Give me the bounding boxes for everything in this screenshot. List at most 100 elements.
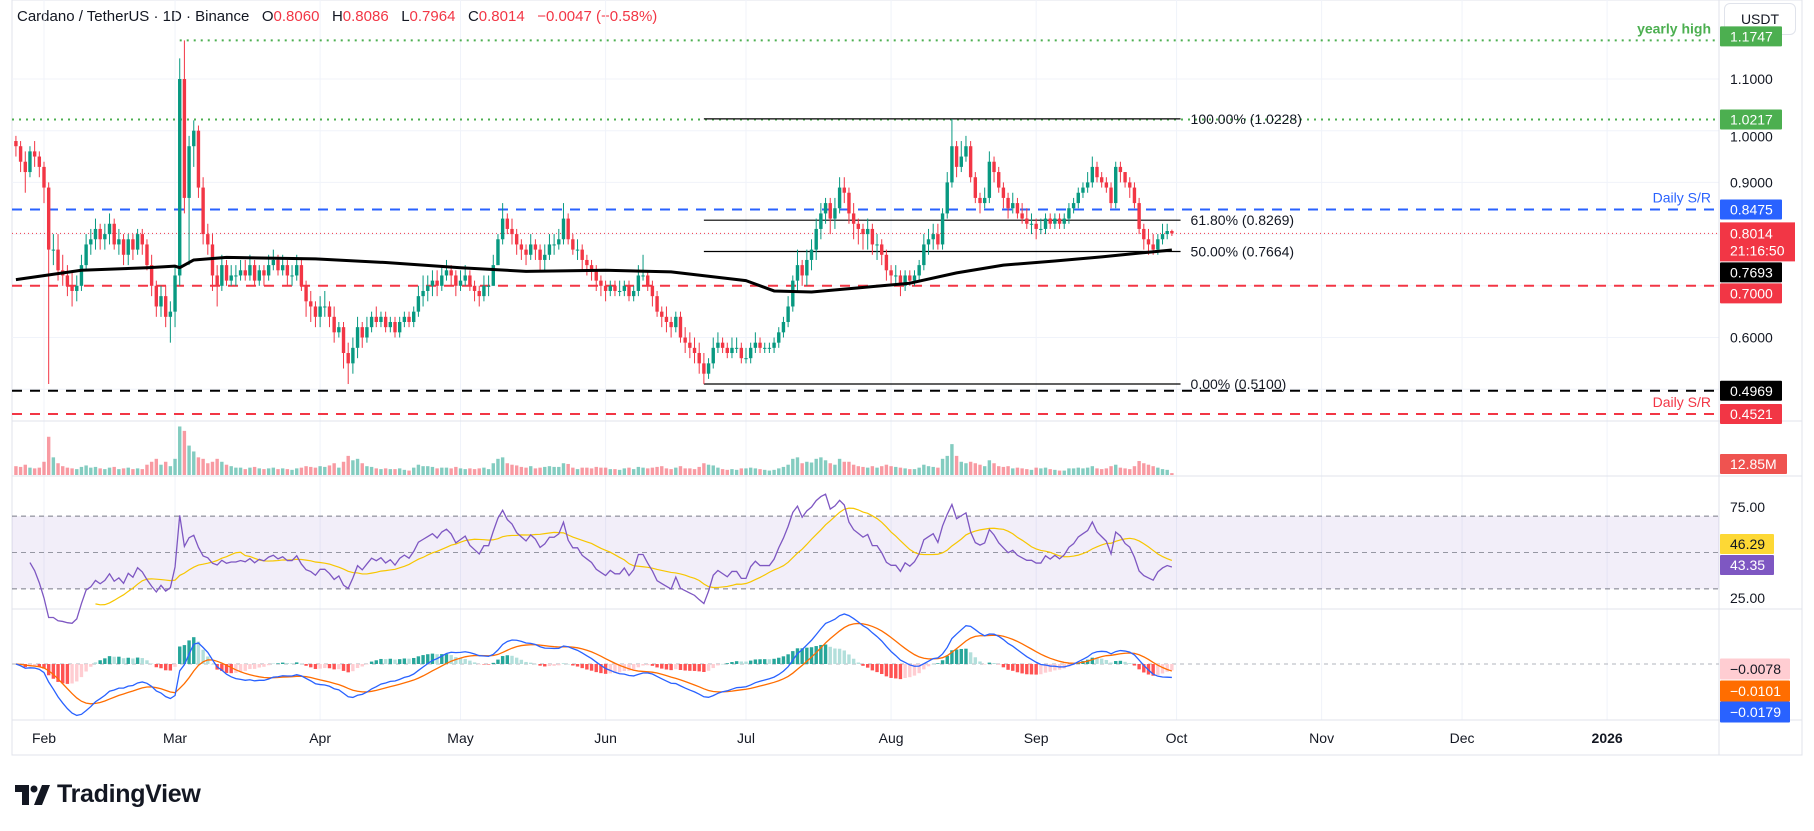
volume-bar [332,463,336,475]
candle [744,347,748,364]
candle-body [931,234,935,240]
chart-header: Cardano / TetherUS · 1D · Binance O0.806… [17,8,657,25]
candle-body [898,275,903,286]
candle-body [1114,166,1118,204]
macd-histogram-bar [968,652,973,664]
volume-bar [351,460,355,475]
macd-histogram-bar [51,664,56,679]
macd-histogram-bar [1006,664,1010,670]
volume-bar [220,461,224,475]
volume-bar [753,468,758,475]
candle-body [716,342,720,348]
volume-bar [463,469,467,475]
fib-level-label: 0.00% (0.5100) [1191,376,1287,392]
macd-histogram-bar [37,664,42,667]
candle-body [56,249,60,271]
volume-bar [617,469,622,475]
candle [1011,192,1015,214]
volume-bar [486,469,491,475]
volume-bar [145,464,149,475]
volume-bar [1085,467,1090,475]
candle [631,285,636,302]
candle-body [388,321,393,328]
candle-body [32,151,37,157]
candle-body [763,347,767,349]
candle [505,213,510,235]
volume-bar [599,467,603,475]
tradingview-logo[interactable]: TradingView [15,780,201,809]
macd-histogram-bar [1099,658,1104,664]
candle [257,265,261,286]
volume-bar [337,467,341,475]
volume-bar [149,461,154,475]
candle [482,275,486,302]
volume-bar [809,462,814,475]
volume-bar [1020,468,1024,475]
candle-body [627,285,631,297]
candle-body [173,275,177,312]
time-axis-tick: Aug [879,730,904,746]
macd-histogram-bar [126,657,130,664]
candle-body [1090,166,1095,183]
macd-line [15,613,1172,717]
candle-body [252,265,257,281]
close-label: C [467,8,479,25]
macd-histogram-bar [720,663,725,665]
macd-histogram-bar [290,663,294,664]
candle [252,259,257,286]
macd-histogram-bar [978,661,982,664]
candle [159,285,163,317]
volume-bars [14,426,1174,475]
macd-histogram-bar [379,658,383,664]
candle-body [767,347,772,349]
candle [243,259,247,281]
volume-bar [117,469,121,475]
candle-body [575,249,580,251]
volume-bar [496,458,500,475]
candle-body [159,296,163,307]
candle [557,228,561,250]
symbol-title[interactable]: Cardano / TetherUS · 1D · Binance [17,8,250,25]
volume-bar [257,468,261,475]
macd-histogram-bar [103,658,107,664]
change-value: −0.0047 (−0.58%) [537,8,658,25]
candle-body [973,177,978,198]
volume-bar [734,469,739,475]
candle [18,141,23,173]
candle [51,234,56,266]
volume-bar [262,469,266,475]
candle-body [1043,218,1048,229]
volume-bar [1156,467,1160,475]
volume-bar [1067,468,1071,475]
macd-histogram-bar [407,658,411,664]
axis-label-ma200-text: 0.7693 [1730,264,1773,280]
macd-histogram-bar [809,647,814,664]
macd-histogram-bar [355,664,360,668]
volume-bar [224,464,229,475]
volume-bar [903,468,907,475]
candle-body [837,187,842,209]
volume-bar [1071,468,1076,475]
candle [664,306,669,333]
candle [585,254,589,276]
macd-histogram-bar [369,661,374,664]
countdown-text: 21:16:50 [1730,242,1785,258]
macd-histogram-bar [1137,664,1141,670]
time-axis-tick: 2026 [1592,730,1623,746]
axis-label-daily-sr-lower-text: 0.4521 [1730,406,1773,422]
candle-body [1053,218,1057,224]
volume-bar [505,463,510,475]
candle [823,197,828,224]
candle-body [327,306,332,317]
candle [571,234,575,255]
macd-histogram-bar [800,648,804,664]
candle-body [1025,218,1029,224]
macd-histogram-bar [430,653,435,664]
candle-body [280,265,285,271]
macd-histogram-bar [608,664,612,674]
candle-body [1039,228,1043,230]
volume-bar [894,466,898,475]
brand-name: TradingView [57,780,201,808]
candle-body [908,275,912,281]
